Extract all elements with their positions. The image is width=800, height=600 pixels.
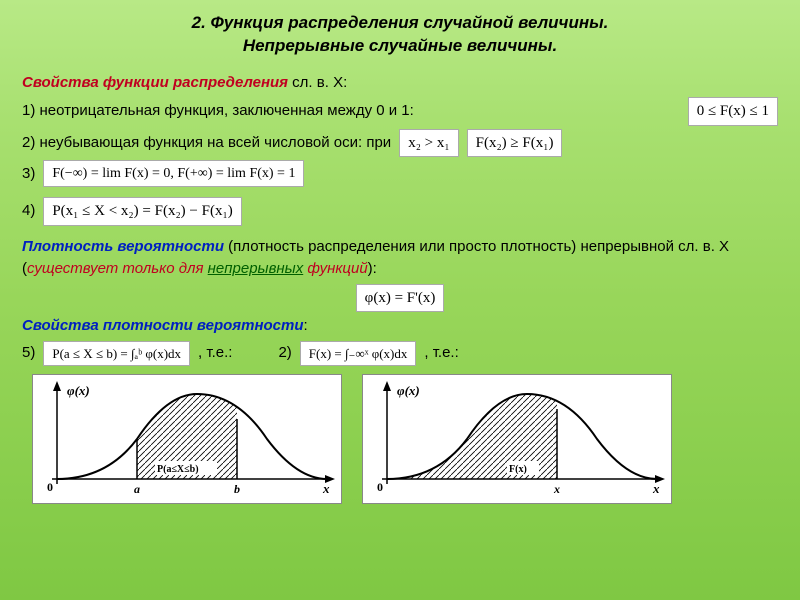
density-red: существует только для [27,260,208,277]
p5-num2: 2) [278,342,291,365]
svg-text:b: b [234,482,240,496]
props-tail: сл. в. X: [288,74,347,91]
svg-text:F(x): F(x) [509,464,527,475]
p5-num: 5) [22,342,35,365]
svg-text:P(a≤X≤b): P(a≤X≤b) [157,464,199,475]
prop1-text: 1) неотрицательная функция, заключенная … [22,100,414,123]
svg-text:x: x [652,481,660,496]
density-formula: φ(x) = F'(x) [356,284,445,313]
prop1-formula: 0 ≤ F(x) ≤ 1 [688,97,778,126]
density-heading: Плотность вероятности [22,238,224,255]
svg-text:0: 0 [377,480,383,494]
svg-text:0: 0 [47,480,53,494]
p5-formula: P(a ≤ X ≤ b) = ∫ₐᵇ φ(x)dx [43,341,190,367]
prop3-num: 3) [22,163,35,186]
title-line2: Непрерывные случайные величины. [243,36,557,55]
density-red2: функций [303,260,367,277]
prop4-num: 4) [22,200,35,223]
prop4-formula: P(x₁ ≤ X < x₂) = F(x₂) − F(x₁) [43,197,241,226]
prop3-formula: F(−∞) = lim F(x) = 0, F(+∞) = lim F(x) =… [43,160,304,187]
density-props: Свойства плотности вероятности [22,317,304,334]
props-heading: Свойства функции распределения [22,74,288,91]
p5-formula2: F(x) = ∫₋∞ˣ φ(x)dx [300,341,417,367]
svg-text:x: x [553,482,560,496]
prop2-text: 2) неубывающая функция на всей числовой … [22,132,391,155]
p5-tail: , т.е.: [198,342,232,365]
p5-tail2: , т.е.: [424,342,458,365]
chart-2: 0 φ(x) x x F(x) [362,374,672,504]
svg-text:x: x [322,481,330,496]
density-green: непрерывных [208,260,304,277]
title-line1: 2. Функция распределения случайной велич… [192,13,609,32]
svg-text:φ(x): φ(x) [67,383,90,398]
prop2-f1: x₂ > x₁ [399,129,458,158]
svg-text:a: a [134,482,140,496]
prop2-f2: F(x₂) ≥ F(x₁) [467,129,563,158]
svg-text:φ(x): φ(x) [397,383,420,398]
density-text2: ): [368,260,377,277]
chart-1: 0 φ(x) x a b P(a≤X≤b) [32,374,342,504]
